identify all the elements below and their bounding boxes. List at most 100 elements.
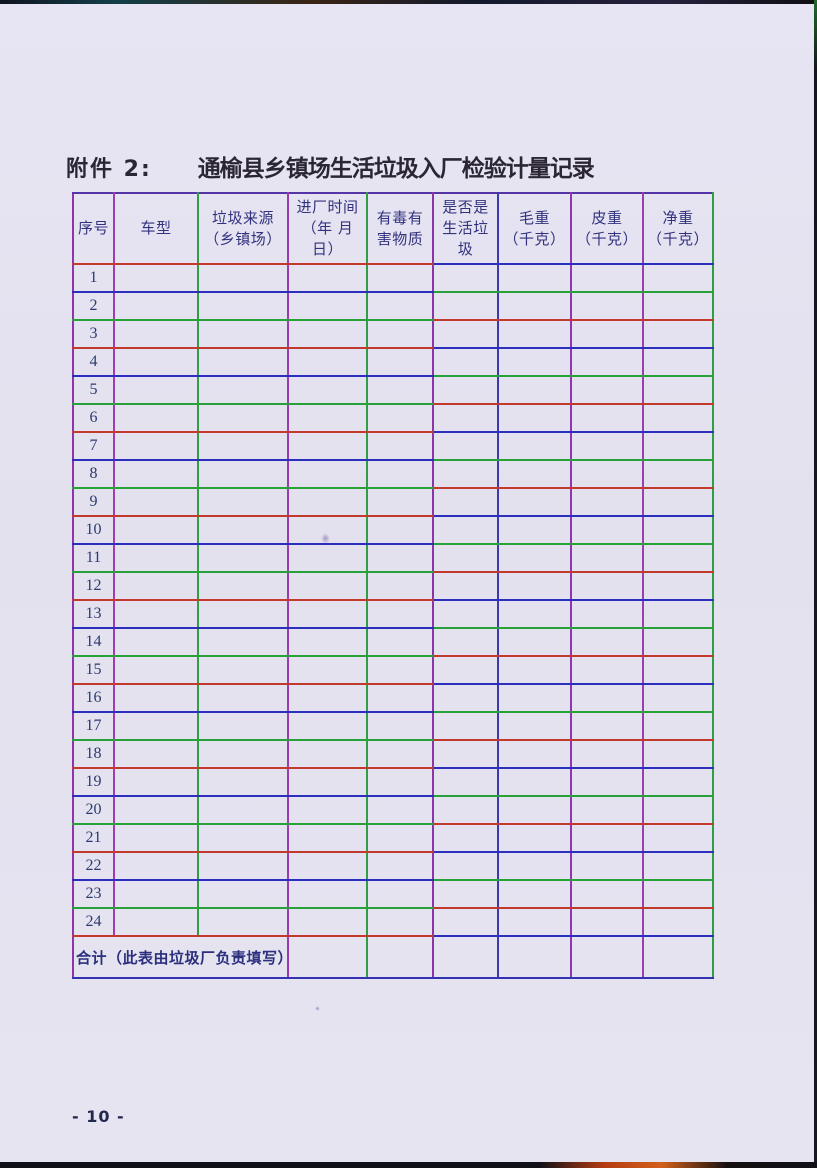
empty-data-cell [114, 908, 199, 937]
empty-data-cell [643, 684, 714, 713]
empty-data-cell [643, 264, 714, 293]
empty-data-cell [288, 544, 368, 573]
empty-data-cell [114, 656, 199, 685]
empty-data-cell [367, 572, 434, 601]
empty-data-cell [498, 376, 572, 405]
empty-data-cell [288, 796, 368, 825]
row-number-cell: 16 [72, 684, 115, 713]
empty-data-cell [288, 348, 368, 377]
table-row: 23 [72, 880, 714, 909]
table-row: 15 [72, 656, 714, 685]
empty-data-cell [433, 292, 499, 321]
table-row: 8 [72, 460, 714, 489]
empty-data-cell [198, 432, 289, 461]
empty-data-cell [288, 740, 368, 769]
footer-empty-cell [643, 936, 714, 979]
empty-data-cell [498, 488, 572, 517]
empty-data-cell [288, 880, 368, 909]
empty-data-cell [198, 572, 289, 601]
empty-data-cell [643, 348, 714, 377]
empty-data-cell [288, 404, 368, 433]
table-row: 11 [72, 544, 714, 573]
empty-data-cell [198, 824, 289, 853]
table-header-row: 序号 车型 垃圾来源 （乡镇场） 进厂时间 （年 月 日） 有毒有 害物质 是否… [72, 192, 714, 265]
empty-data-cell [498, 516, 572, 545]
empty-data-cell [571, 712, 644, 741]
empty-data-cell [571, 432, 644, 461]
table-row: 13 [72, 600, 714, 629]
table-row: 22 [72, 852, 714, 881]
empty-data-cell [571, 376, 644, 405]
empty-data-cell [498, 712, 572, 741]
empty-data-cell [114, 824, 199, 853]
empty-data-cell [288, 516, 368, 545]
empty-data-cell [288, 684, 368, 713]
row-number-cell: 17 [72, 712, 115, 741]
empty-data-cell [198, 376, 289, 405]
empty-data-cell [288, 852, 368, 881]
empty-data-cell [433, 684, 499, 713]
table-row: 3 [72, 320, 714, 349]
row-number-cell: 9 [72, 488, 115, 517]
empty-data-cell [571, 516, 644, 545]
empty-data-cell [114, 488, 199, 517]
empty-data-cell [571, 572, 644, 601]
empty-data-cell [643, 880, 714, 909]
empty-data-cell [643, 712, 714, 741]
footer-empty-cell [571, 936, 644, 979]
empty-data-cell [643, 404, 714, 433]
column-header-net-weight: 净重 （千克） [643, 192, 714, 265]
empty-data-cell [571, 740, 644, 769]
empty-data-cell [114, 264, 199, 293]
empty-data-cell [367, 348, 434, 377]
empty-data-cell [643, 376, 714, 405]
table-row: 20 [72, 796, 714, 825]
scan-edge-top [0, 0, 817, 4]
empty-data-cell [114, 432, 199, 461]
row-number-cell: 4 [72, 348, 115, 377]
row-number-cell: 6 [72, 404, 115, 433]
row-number-cell: 21 [72, 824, 115, 853]
row-number-cell: 18 [72, 740, 115, 769]
empty-data-cell [643, 460, 714, 489]
empty-data-cell [198, 908, 289, 937]
empty-data-cell [367, 628, 434, 657]
empty-data-cell [433, 628, 499, 657]
empty-data-cell [198, 404, 289, 433]
empty-data-cell [367, 768, 434, 797]
empty-data-cell [198, 628, 289, 657]
empty-data-cell [114, 376, 199, 405]
row-number-cell: 12 [72, 572, 115, 601]
empty-data-cell [114, 320, 199, 349]
empty-data-cell [643, 488, 714, 517]
empty-data-cell [367, 740, 434, 769]
empty-data-cell [367, 544, 434, 573]
empty-data-cell [433, 516, 499, 545]
row-number-cell: 19 [72, 768, 115, 797]
table-row: 10 [72, 516, 714, 545]
empty-data-cell [198, 488, 289, 517]
empty-data-cell [114, 684, 199, 713]
empty-data-cell [198, 740, 289, 769]
empty-data-cell [114, 880, 199, 909]
empty-data-cell [643, 656, 714, 685]
row-number-cell: 15 [72, 656, 115, 685]
empty-data-cell [433, 348, 499, 377]
row-number-cell: 1 [72, 264, 115, 293]
page-title: 通榆县乡镇场生活垃圾入厂检验计量记录 [197, 156, 595, 182]
empty-data-cell [367, 600, 434, 629]
attachment-label: 附件 2: [66, 157, 152, 182]
page-number: - 10 - [72, 1107, 125, 1126]
empty-data-cell [498, 768, 572, 797]
empty-data-cell [198, 544, 289, 573]
empty-data-cell [367, 320, 434, 349]
table-body: 1 2 3 4 5 6 7 8 9 10 11 12 13 14 15 16 17 18 19 20 21 22 23 24 [72, 264, 714, 937]
empty-data-cell [498, 824, 572, 853]
empty-data-cell [288, 376, 368, 405]
table-row: 17 [72, 712, 714, 741]
empty-data-cell [498, 852, 572, 881]
empty-data-cell [367, 712, 434, 741]
empty-data-cell [498, 684, 572, 713]
empty-data-cell [498, 796, 572, 825]
empty-data-cell [433, 656, 499, 685]
